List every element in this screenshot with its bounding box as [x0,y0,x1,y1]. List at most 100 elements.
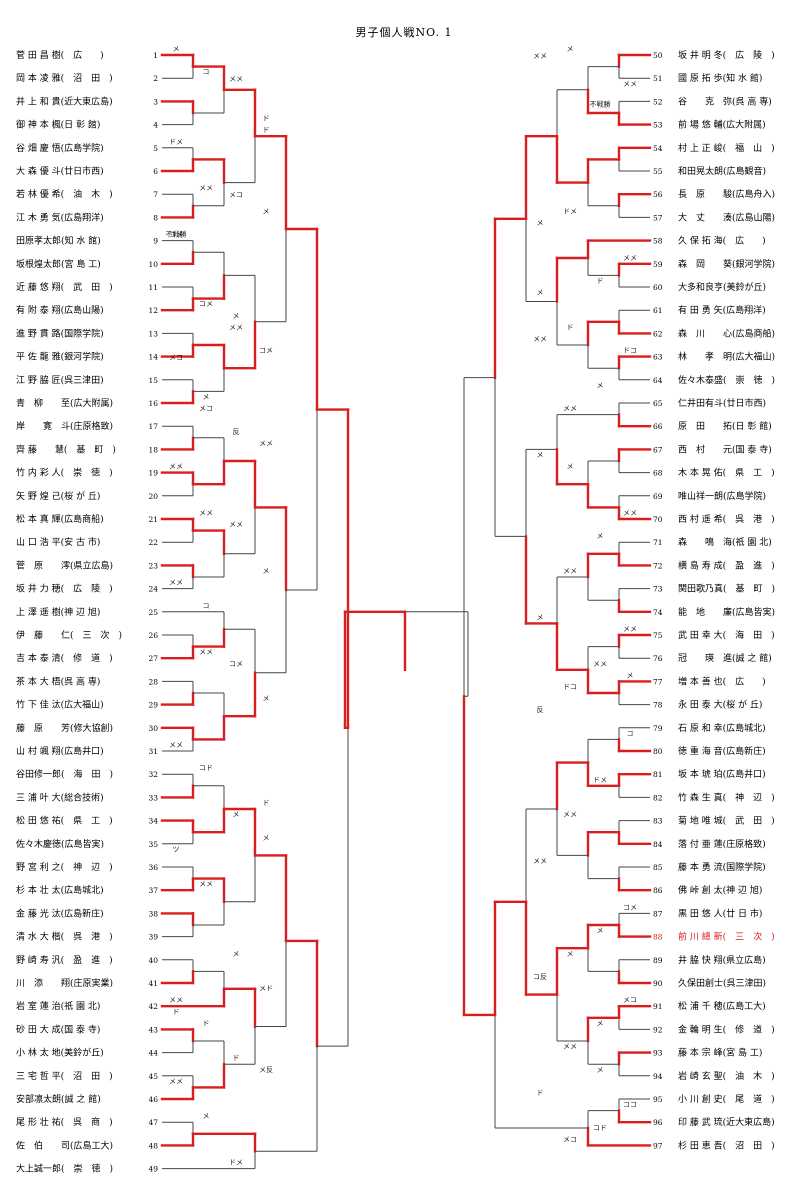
player-entry-left: 上 澤 遥 樹(神 辺 旭) [16,606,100,618]
score-mark: メメ [259,439,273,447]
score-mark: コド [593,1124,607,1132]
seed-number-left: 45 [148,1072,158,1081]
score-mark: メ [597,927,604,935]
seed-number-right: 79 [653,724,663,733]
seed-number-left: 28 [148,677,158,686]
seed-number-right: 56 [653,190,663,199]
score-mark: コメ [229,660,243,668]
score-mark: メメ [623,625,637,633]
player-entry-left: 有 附 泰 翔(広島山陽) [16,304,104,316]
player-entry-left: 藤 原 芳(修大協創) [16,722,113,734]
player-entry-left: 杉 本 壮 太(広島城北) [16,884,104,896]
seed-number-left: 16 [148,399,158,408]
seed-number-left: 13 [148,329,158,338]
seed-number-right: 66 [653,422,663,431]
score-mark: 反 [233,427,240,436]
seed-number-right: 97 [653,1141,663,1150]
player-entry-left: 若 林 優 希( 油 木 ) [16,188,113,200]
player-entry-left: 川 添 翔(庄原実業) [16,977,113,989]
score-mark: ドメ [169,138,183,146]
score-mark: ドコ [563,683,577,691]
score-mark: ツ [173,845,180,853]
score-mark: メメ [563,1043,577,1051]
score-mark: ド [567,323,574,331]
seed-number-left: 20 [148,492,158,501]
player-entry-right: 林 孝 明(広大福山) [678,351,775,363]
seed-number-right: 86 [653,886,663,895]
seed-number-left: 32 [148,770,158,779]
player-list: 菅 田 昌 樹( 広 ) 1 岡 本 凌 雅( 沼 田 ) 2 井 上 和 貴(近大東広… [16,49,775,1175]
score-mark: メメ [623,509,637,517]
player-entry-right: 唯山祥一朗(広島学院) [678,490,766,502]
player-entry-right: 増 本 善 也( 広 ) [678,675,766,687]
bracket-lines [160,53,652,1170]
score-mark: メメ [563,405,577,413]
player-entry-right: 坂 本 琥 珀(広島井口) [678,768,766,780]
player-entry-right: 森 川 心(広島商船) [678,327,775,339]
seed-number-left: 29 [148,701,158,710]
player-entry-left: 野 宮 利 之( 神 辺 ) [16,861,113,873]
score-mark: メ [597,1019,604,1027]
seed-number-left: 8 [153,213,158,222]
seed-number-right: 96 [653,1118,663,1127]
player-entry-right: 横 島 寿 成( 盈 進 ) [678,559,775,571]
player-entry-right: 仁井田有斗(廿日市西) [678,397,766,409]
score-mark: メコ [169,354,183,362]
player-entry-left: 清 水 大 楷( 呉 港 ) [16,931,113,943]
player-entry-left: 坂根煌太郎(宮 島 工) [16,258,101,270]
score-mark: メ [567,463,574,471]
score-mark: メメ [533,335,547,343]
score-mark: コド [199,764,213,772]
score-mark: ココ [623,1101,637,1109]
player-entry-right: 森 鳴 海(祇 園 北) [678,536,772,548]
player-entry-right: 黒 田 悠 人(廿 日 市) [678,907,762,919]
seed-number-right: 75 [653,631,663,640]
score-mark: 不戦勝 [590,100,611,109]
seed-number-left: 27 [148,654,158,663]
score-mark: メ [537,289,544,297]
score-mark: メコ [199,405,213,413]
seed-number-right: 82 [653,793,663,802]
score-mark: メメ [229,75,243,83]
score-mark: コメ [259,347,273,355]
score-mark: ドメ [229,1159,243,1167]
score-mark: メ [233,811,240,819]
player-entry-left: 三 浦 叶 大(総合技術) [16,791,104,803]
seed-number-right: 61 [653,306,663,315]
seed-number-left: 46 [148,1095,158,1104]
player-entry-right: 大多和良亨(美鈴が丘) [678,281,766,293]
seed-number-right: 59 [653,260,663,269]
player-entry-right: 永 田 泰 大(桜 が 丘) [678,699,762,711]
seed-number-right: 74 [653,608,663,617]
seed-number-left: 31 [148,747,158,756]
score-mark: メメ [199,880,213,888]
player-entry-right: 原 田 拓(日 彰 館) [678,420,772,432]
seed-number-right: 72 [653,561,663,570]
player-entry-right: 久 保 拓 海( 広 ) [678,235,766,247]
player-entry-left: 齊 藤 慧( 基 町 ) [16,443,116,455]
seed-number-left: 44 [148,1049,158,1058]
seed-number-right: 88 [653,933,663,942]
player-entry-right: 有 田 勇 矢(広島翔洋) [678,304,766,316]
seed-number-left: 15 [148,376,158,385]
player-entry-right: 菊 地 唯 城( 武 田 ) [678,815,775,827]
player-entry-left: 三 宅 哲 平( 沼 田 ) [16,1070,113,1082]
seed-number-right: 90 [653,979,663,988]
player-entry-left: 江 木 勇 気(広島翔洋) [16,211,104,223]
score-mark: メメ [563,811,577,819]
seed-number-left: 38 [148,909,158,918]
seed-number-left: 34 [148,817,158,826]
seed-number-right: 78 [653,701,663,710]
seed-number-right: 65 [653,399,663,408]
score-mark: コメ [623,903,637,911]
player-entry-left: 野 崎 寿 汎( 盈 進 ) [16,954,113,966]
seed-number-left: 17 [148,422,158,431]
score-mark: コメ [169,231,183,239]
score-mark: メ [203,393,210,401]
score-mark: メメ [199,648,213,656]
player-entry-left: 田原孝太郎(知 水 館) [16,235,101,247]
seed-number-right: 80 [653,747,663,756]
player-entry-right: 大 丈 湊(広島山陽) [678,211,775,223]
seed-number-left: 10 [148,260,158,269]
seed-number-right: 68 [653,469,663,478]
